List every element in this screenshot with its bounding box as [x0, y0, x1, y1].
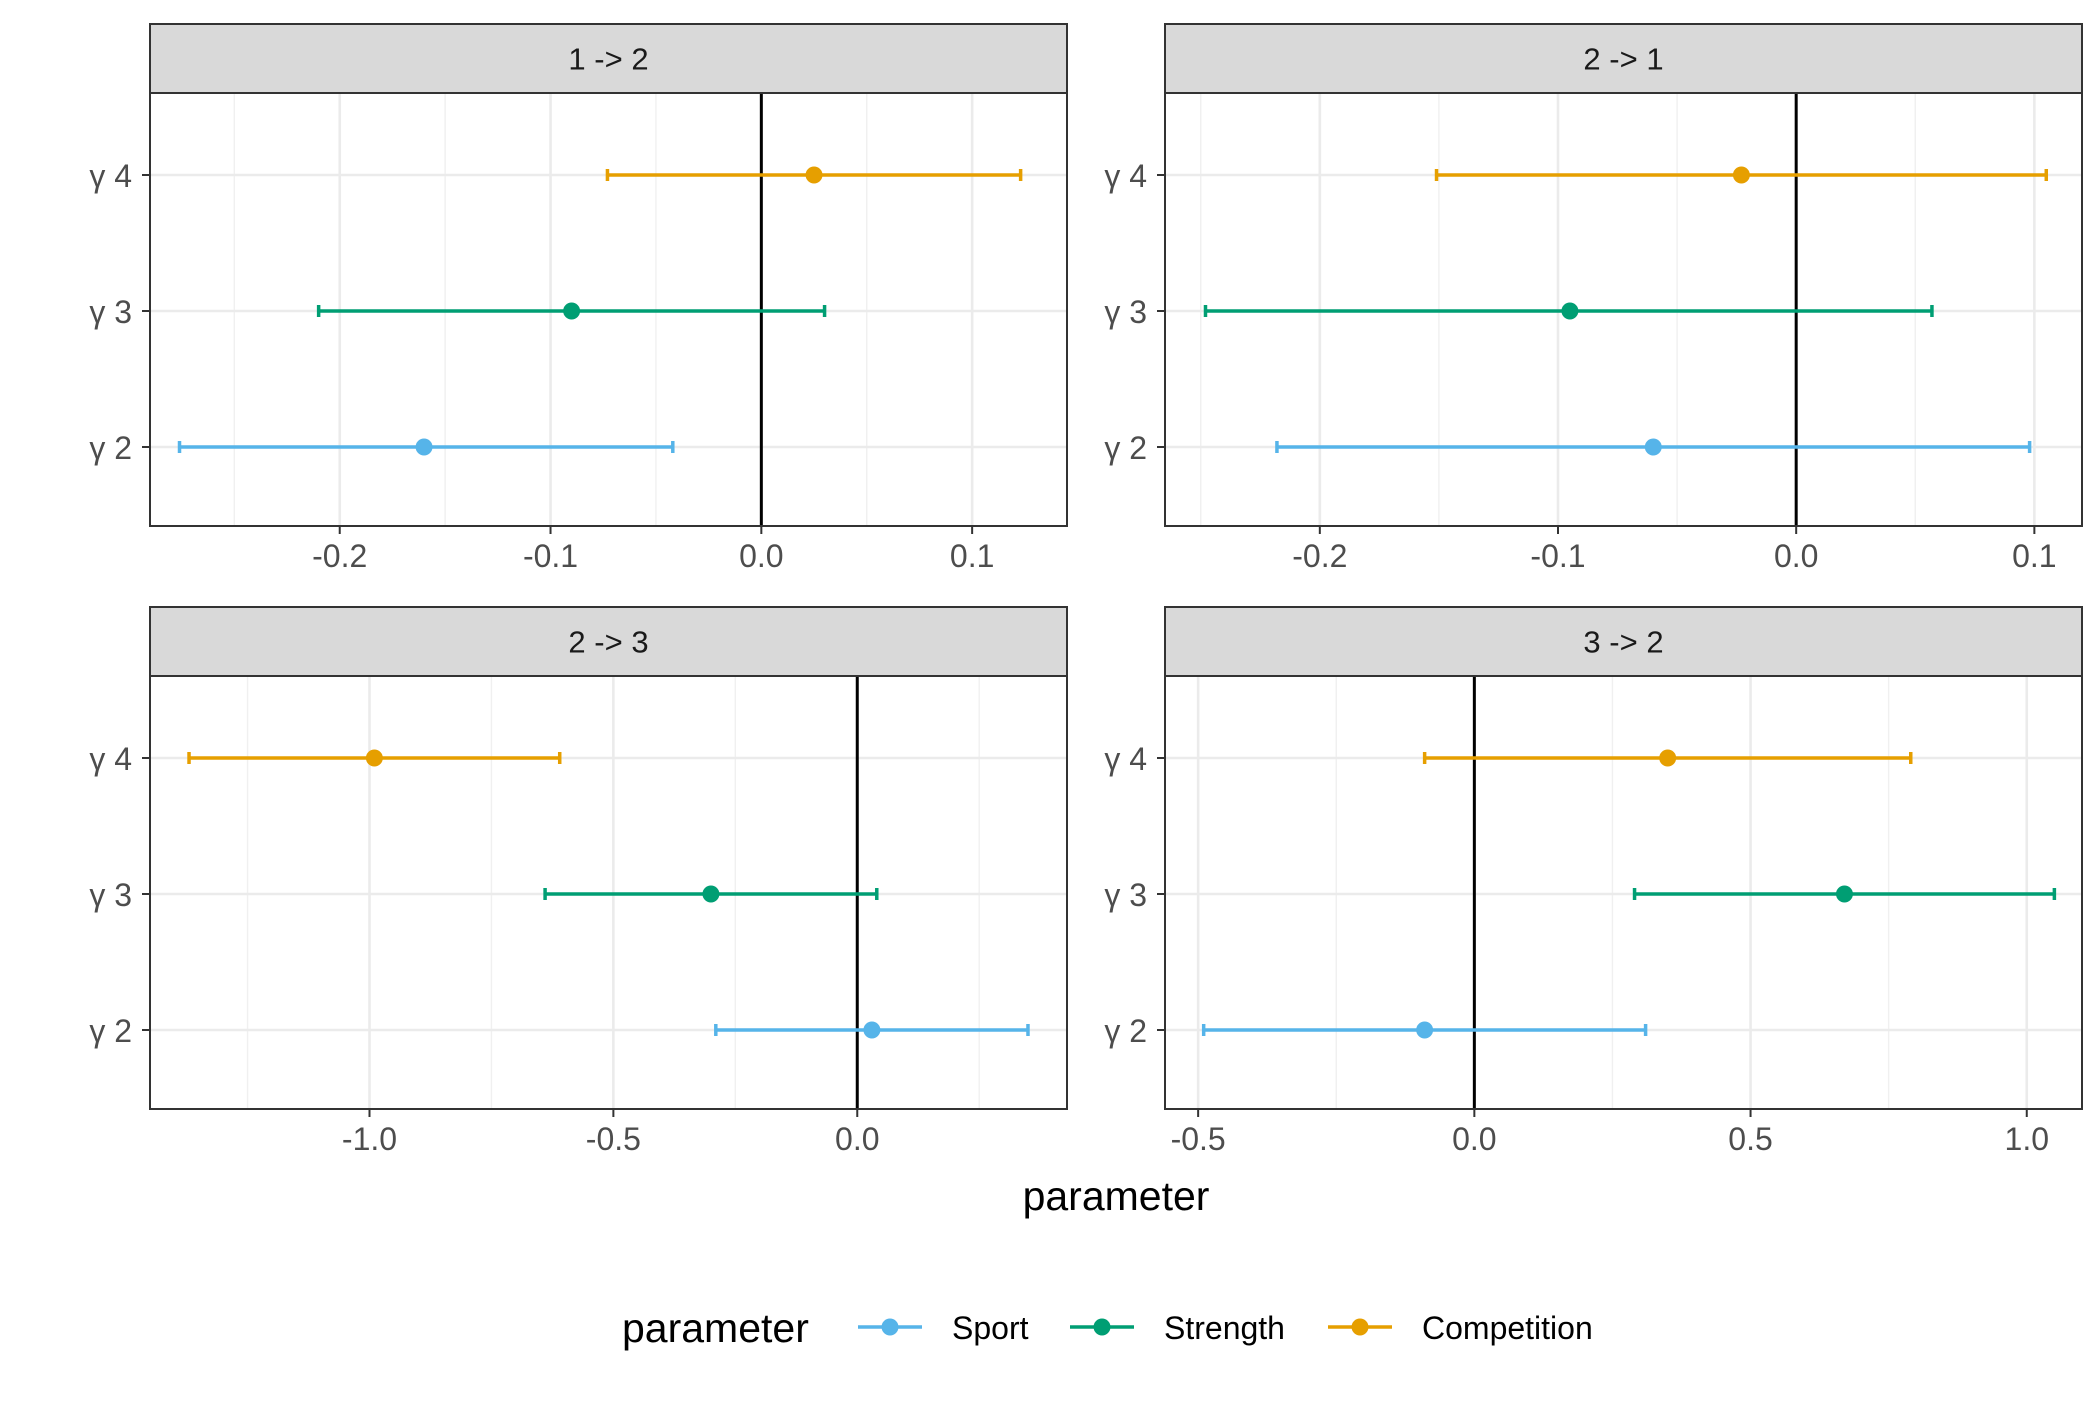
x-tick-label: 0.1 [950, 538, 994, 574]
x-tick-label: 1.0 [2005, 1121, 2049, 1157]
point-competition [1732, 166, 1750, 184]
panel-border [149, 92, 1068, 527]
panel-border [1164, 675, 2083, 1110]
x-tick-label: -1.0 [342, 1121, 397, 1157]
y-tick-label: γ 3 [89, 294, 132, 330]
y-tick-label: γ 2 [1104, 430, 1147, 466]
y-tick-label: γ 3 [89, 877, 132, 913]
legend-label-sport: Sport [952, 1310, 1029, 1346]
x-axis-title: parameter [1023, 1173, 1210, 1219]
x-tick-label: -0.1 [1530, 538, 1585, 574]
legend-title: parameter [622, 1305, 809, 1351]
point-competition [1659, 749, 1677, 767]
x-tick-label: -0.5 [1171, 1121, 1226, 1157]
panel-border [149, 675, 1068, 1110]
point-sport [863, 1021, 881, 1039]
y-tick-label: γ 2 [1104, 1013, 1147, 1049]
point-competition [805, 166, 823, 184]
x-tick-label: 0.0 [1452, 1121, 1496, 1157]
y-tick-label: γ 2 [89, 1013, 132, 1049]
legend-key-point-sport [881, 1318, 899, 1336]
point-competition [365, 749, 383, 767]
x-tick-label: 0.0 [1774, 538, 1818, 574]
point-strength [1561, 302, 1579, 320]
x-tick-label: -0.5 [586, 1121, 641, 1157]
facet-panel-3: 2 -> 3 γ 2 γ 3 γ 4 -1.0 -0.5 0.0 [89, 606, 1068, 1157]
point-sport [1644, 438, 1662, 456]
y-tick-label: γ 3 [1104, 294, 1147, 330]
y-tick-label: γ 4 [1104, 158, 1147, 194]
facet-strip-label: 2 -> 1 [1583, 42, 1663, 77]
legend-label-competition: Competition [1422, 1310, 1593, 1346]
facet-strip [149, 23, 1068, 94]
legend: parameter Sport Strength Competition [622, 1305, 1593, 1351]
facet-strip-label: 1 -> 2 [568, 42, 648, 77]
x-tick-label: -0.1 [523, 538, 578, 574]
point-sport [1416, 1021, 1434, 1039]
panel-border [1164, 92, 2083, 527]
facet-panel-4: 3 -> 2 γ 2 γ 3 γ 4 -0.5 0.0 0.5 1.0 [1104, 606, 2083, 1157]
y-tick-label: γ 2 [89, 430, 132, 466]
x-tick-label: 0.1 [2012, 538, 2056, 574]
x-tick-label: -0.2 [312, 538, 367, 574]
y-tick-label: γ 4 [89, 158, 132, 194]
point-strength [563, 302, 581, 320]
point-strength [1835, 885, 1853, 903]
point-strength [702, 885, 720, 903]
y-tick-label: γ 4 [89, 741, 132, 777]
y-tick-label: γ 3 [1104, 877, 1147, 913]
facet-panel-1: 1 -> 2 γ 2 γ 3 γ 4 -0.2 -0.1 0.0 0.1 [89, 23, 1068, 574]
x-tick-label: 0.5 [1728, 1121, 1772, 1157]
legend-key-point-competition [1351, 1318, 1369, 1336]
legend-label-strength: Strength [1164, 1310, 1285, 1346]
x-tick-label: -0.2 [1292, 538, 1347, 574]
x-tick-label: 0.0 [835, 1121, 879, 1157]
facet-strip [149, 606, 1068, 677]
y-tick-label: γ 4 [1104, 741, 1147, 777]
facet-panel-2: 2 -> 1 γ 2 γ 3 γ 4 -0.2 -0.1 0.0 0.1 [1104, 23, 2083, 574]
point-sport [415, 438, 433, 456]
facet-strip-label: 3 -> 2 [1583, 625, 1663, 660]
facet-strip-label: 2 -> 3 [568, 625, 648, 660]
facet-strip [1164, 606, 2083, 677]
x-tick-label: 0.0 [739, 538, 783, 574]
legend-key-point-strength [1093, 1318, 1111, 1336]
